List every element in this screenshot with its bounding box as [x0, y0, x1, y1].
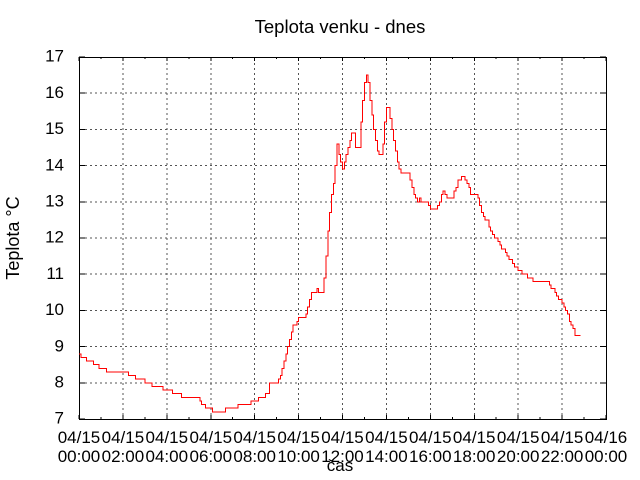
svg-text:04/15: 04/15: [541, 428, 584, 447]
svg-text:12:00: 12:00: [321, 447, 364, 466]
svg-text:04:00: 04:00: [146, 447, 189, 466]
svg-text:00:00: 00:00: [58, 447, 101, 466]
svg-text:04/15: 04/15: [58, 428, 101, 447]
svg-text:04/15: 04/15: [277, 428, 320, 447]
svg-text:04/15: 04/15: [365, 428, 408, 447]
svg-text:04/15: 04/15: [102, 428, 145, 447]
svg-text:00:00: 00:00: [585, 447, 628, 466]
svg-text:10: 10: [45, 300, 64, 319]
svg-text:Teplota venku - dnes: Teplota venku - dnes: [255, 16, 426, 37]
svg-text:20:00: 20:00: [497, 447, 540, 466]
svg-text:16:00: 16:00: [409, 447, 452, 466]
svg-text:04/15: 04/15: [146, 428, 189, 447]
svg-text:04/15: 04/15: [409, 428, 452, 447]
svg-text:18:00: 18:00: [453, 447, 496, 466]
svg-text:14:00: 14:00: [365, 447, 408, 466]
svg-text:10:00: 10:00: [277, 447, 320, 466]
svg-text:8: 8: [55, 373, 64, 392]
svg-text:02:00: 02:00: [102, 447, 145, 466]
svg-text:14: 14: [45, 155, 64, 174]
svg-text:22:00: 22:00: [541, 447, 584, 466]
svg-text:04/15: 04/15: [321, 428, 364, 447]
svg-text:7: 7: [55, 409, 64, 428]
svg-text:08:00: 08:00: [233, 447, 276, 466]
svg-text:17: 17: [45, 47, 64, 66]
svg-text:16: 16: [45, 83, 64, 102]
svg-text:06:00: 06:00: [190, 447, 233, 466]
svg-text:04/15: 04/15: [190, 428, 233, 447]
svg-text:04/15: 04/15: [233, 428, 276, 447]
svg-text:9: 9: [55, 336, 64, 355]
svg-text:12: 12: [45, 228, 64, 247]
svg-text:04/15: 04/15: [453, 428, 496, 447]
svg-text:11: 11: [46, 264, 64, 283]
svg-text:04/16: 04/16: [585, 428, 628, 447]
svg-text:čas: čas: [327, 456, 353, 475]
svg-text:13: 13: [45, 192, 64, 211]
svg-text:15: 15: [45, 119, 64, 138]
svg-text:Teplota °C: Teplota °C: [3, 196, 23, 279]
svg-text:04/15: 04/15: [497, 428, 540, 447]
